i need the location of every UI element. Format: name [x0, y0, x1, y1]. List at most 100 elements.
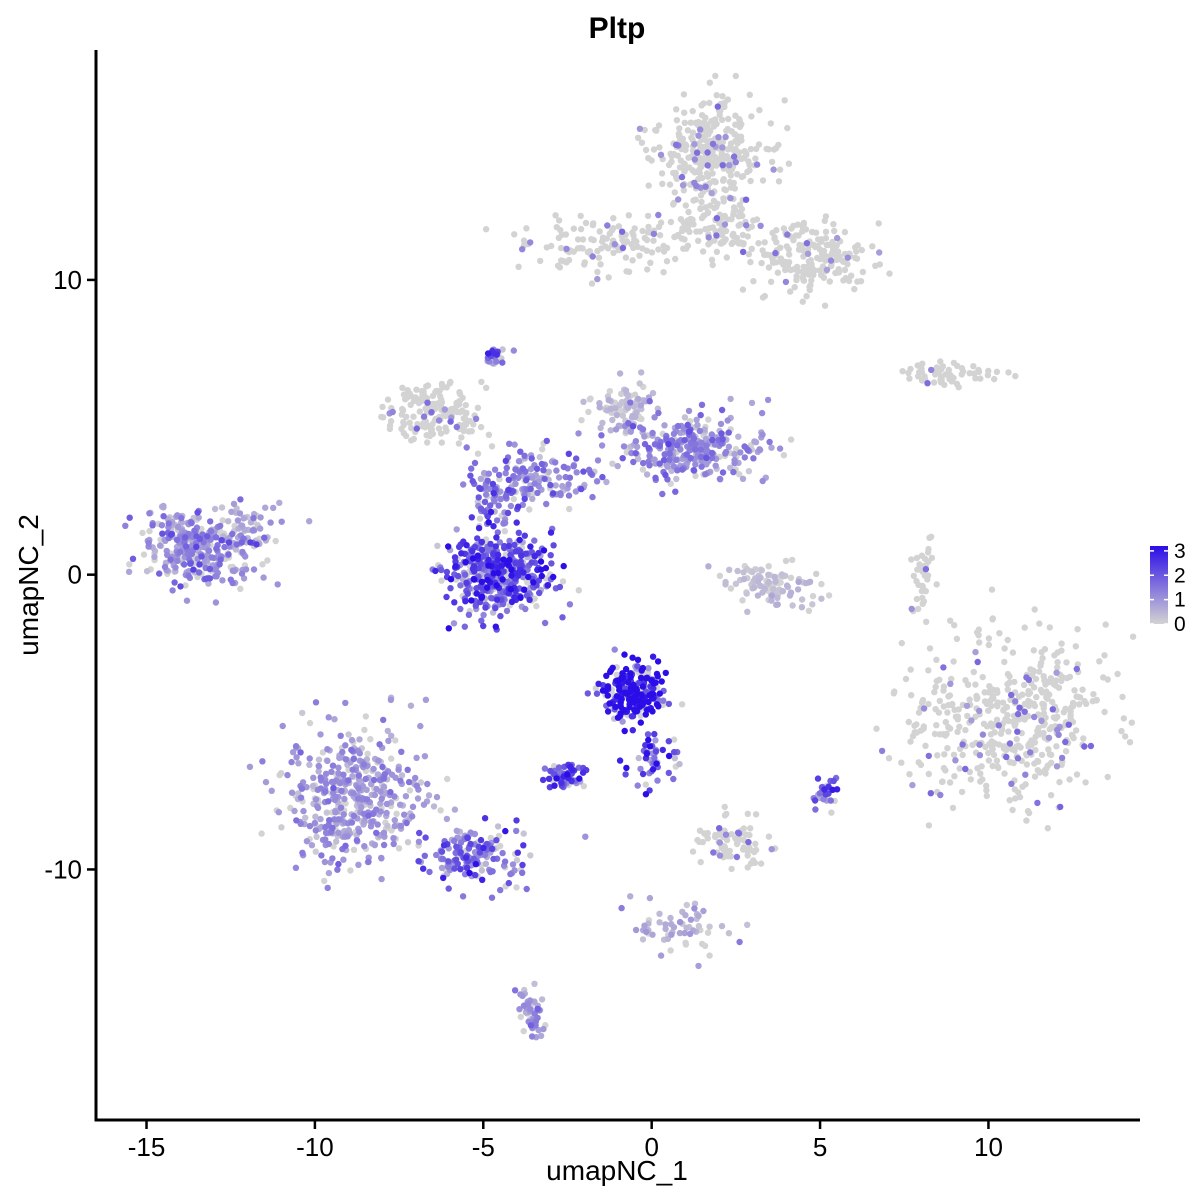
data-point	[697, 446, 705, 453]
data-point	[767, 252, 774, 259]
data-point	[415, 858, 422, 865]
data-point	[1049, 698, 1056, 706]
data-point	[1058, 647, 1065, 654]
data-point	[383, 809, 390, 817]
data-point	[1019, 714, 1026, 721]
data-point	[198, 553, 205, 560]
data-point	[719, 144, 726, 151]
data-point	[925, 558, 932, 565]
data-point	[656, 919, 663, 926]
data-point	[947, 617, 954, 624]
data-point	[666, 450, 673, 457]
data-point	[739, 231, 747, 239]
data-point	[605, 245, 612, 252]
data-point	[306, 822, 314, 830]
data-point	[493, 534, 500, 541]
data-point	[692, 461, 699, 468]
data-point	[722, 578, 729, 586]
data-point	[744, 852, 751, 859]
data-point	[711, 237, 718, 244]
data-point	[727, 195, 734, 202]
data-point	[832, 269, 839, 277]
data-point	[710, 197, 718, 204]
data-point	[125, 568, 133, 575]
data-point	[471, 459, 479, 467]
data-point	[322, 823, 329, 831]
data-point	[922, 566, 930, 573]
data-point	[859, 268, 867, 276]
data-point	[615, 677, 622, 684]
data-point	[479, 876, 486, 883]
data-point	[247, 539, 254, 546]
data-point	[278, 518, 285, 525]
data-point	[495, 502, 502, 509]
data-point	[487, 834, 494, 842]
data-point	[759, 477, 766, 485]
data-point	[325, 798, 332, 805]
data-point	[261, 534, 268, 541]
data-point	[925, 700, 932, 708]
data-point	[911, 722, 918, 729]
data-point	[447, 418, 454, 425]
data-point	[541, 619, 549, 627]
data-point	[668, 153, 676, 160]
data-point	[983, 792, 990, 800]
data-point	[437, 807, 444, 814]
data-point	[956, 723, 963, 730]
data-point	[424, 780, 431, 788]
data-point	[143, 568, 151, 575]
data-point	[654, 777, 661, 784]
data-point	[573, 469, 580, 476]
data-point	[408, 424, 415, 432]
data-point	[404, 766, 411, 773]
data-point	[521, 532, 528, 539]
data-point	[1025, 713, 1032, 720]
data-point	[350, 846, 358, 853]
data-point	[330, 784, 337, 792]
data-point	[725, 930, 733, 937]
data-point	[953, 380, 961, 387]
data-point	[705, 416, 712, 423]
data-point	[523, 477, 530, 484]
data-point	[422, 834, 429, 841]
data-point	[683, 924, 690, 931]
data-point	[719, 93, 726, 100]
data-point	[1120, 715, 1128, 722]
data-point	[1119, 693, 1126, 701]
data-point	[212, 534, 220, 541]
data-point	[573, 455, 580, 462]
data-point	[1062, 705, 1069, 712]
data-point	[775, 178, 783, 185]
data-point	[1006, 673, 1013, 680]
data-point	[527, 852, 534, 859]
data-point	[702, 114, 709, 121]
data-point	[1046, 624, 1054, 631]
data-point	[563, 245, 570, 253]
data-point	[236, 510, 244, 517]
data-point	[970, 668, 977, 676]
data-point	[565, 450, 572, 457]
data-point	[522, 605, 529, 613]
data-point	[513, 570, 520, 577]
data-point	[803, 240, 811, 247]
data-point	[478, 578, 486, 585]
data-point	[798, 604, 806, 611]
data-point	[905, 718, 912, 726]
data-point	[630, 681, 637, 689]
data-point	[526, 506, 533, 513]
data-point	[928, 366, 935, 374]
data-point	[985, 707, 992, 714]
data-point	[618, 904, 625, 912]
data-point	[406, 419, 413, 426]
data-point	[481, 815, 489, 822]
data-point	[695, 962, 702, 970]
data-point	[716, 839, 723, 846]
data-point	[964, 712, 971, 720]
data-point	[158, 522, 166, 529]
data-point	[725, 429, 732, 436]
data-point	[983, 782, 990, 789]
data-point	[632, 926, 640, 934]
data-point	[765, 563, 772, 570]
data-point	[1012, 698, 1019, 705]
data-point	[709, 261, 716, 269]
